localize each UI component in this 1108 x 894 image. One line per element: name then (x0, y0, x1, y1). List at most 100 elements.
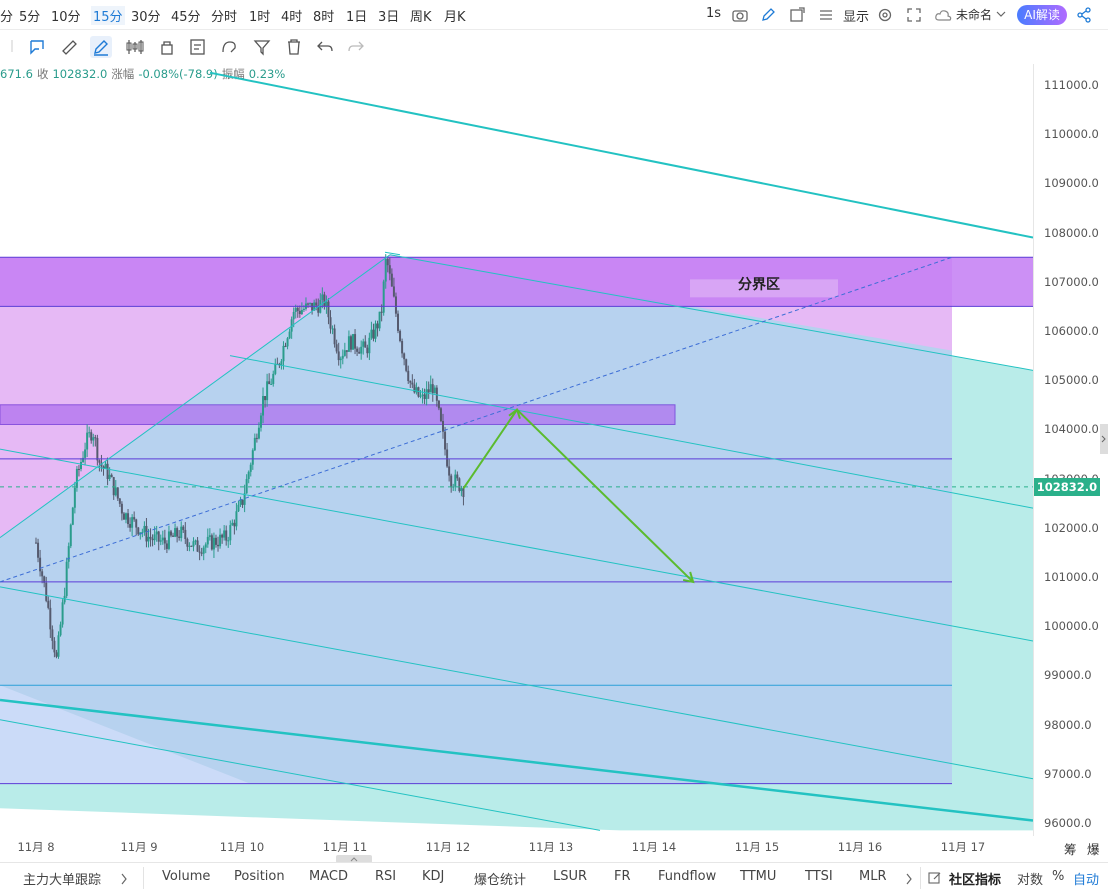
candle-body (84, 449, 87, 458)
community-indicators[interactable]: 社区指标 (949, 873, 1002, 888)
candle-body (370, 329, 373, 338)
timeframe-5[interactable]: 45分 (171, 10, 201, 25)
candle-body (153, 534, 156, 541)
x-axis[interactable]: 11月 8 11月 9 11月 10 11月 11 11月 12 11月 13 11月 14… (0, 836, 1033, 858)
timeframe-9[interactable]: 8时 (313, 10, 335, 25)
chevron-down-icon[interactable] (996, 11, 1006, 19)
candle-body (329, 317, 332, 329)
candle-body (421, 394, 424, 396)
magnet-icon[interactable] (220, 38, 238, 56)
timeframe-2[interactable]: 10分 (51, 10, 81, 25)
drag-handle-icon[interactable] (336, 855, 372, 863)
share-icon[interactable] (1076, 7, 1092, 23)
timeframe-11[interactable]: 3日 (378, 10, 400, 25)
candle-body (176, 528, 179, 537)
indicator-macd[interactable]: MACD (309, 869, 348, 884)
redo-icon[interactable] (347, 38, 365, 56)
candle-body (47, 600, 50, 608)
window-icon[interactable] (789, 7, 805, 23)
chevron-right-icon[interactable] (120, 873, 128, 885)
indicator-ttmu[interactable]: TTMU (740, 869, 777, 884)
ruler-icon[interactable] (60, 38, 78, 56)
candle-body (364, 341, 367, 348)
timeframe-6[interactable]: 分时 (211, 10, 238, 25)
pen-icon[interactable] (760, 7, 776, 23)
indicator-mlr[interactable]: MLR (859, 869, 887, 884)
timeframe-10[interactable]: 1日 (346, 10, 368, 25)
xaxis-right-1[interactable]: 筹 (1064, 842, 1077, 857)
candle-body (423, 394, 426, 400)
price-chart[interactable]: 分界区 (0, 64, 1033, 836)
y-tick: 100000.0 (1044, 619, 1099, 634)
timeframe-3[interactable]: 15分 (91, 6, 125, 25)
candle-body (65, 561, 68, 596)
indicator-ttsi[interactable]: TTSI (805, 869, 833, 884)
candle-body (456, 474, 459, 479)
select-tool-icon[interactable] (28, 38, 46, 56)
timeframe-0[interactable]: 分 (0, 10, 14, 25)
candle-body (397, 313, 400, 331)
candle-body (90, 432, 93, 441)
candle-body (210, 535, 213, 550)
indicator-lsur[interactable]: LSUR (553, 869, 588, 884)
candle-body (413, 384, 416, 393)
timeframe-4[interactable]: 30分 (131, 10, 161, 25)
candle-body (401, 341, 404, 354)
candle-body (321, 294, 324, 300)
current-price-tag: 102832.0 (1034, 478, 1100, 496)
filter-icon[interactable] (253, 38, 271, 56)
indicator-kdj[interactable]: KDJ (422, 869, 445, 884)
trendline (209, 71, 1033, 239)
y-tick: 99000.0 (1044, 668, 1092, 683)
candle-body (53, 640, 56, 653)
timeframe-12[interactable]: 周K (410, 10, 432, 25)
indicator-position[interactable]: Position (234, 869, 285, 884)
indicator-fr[interactable]: FR (614, 869, 631, 884)
list-icon[interactable] (818, 8, 834, 22)
display-menu[interactable]: 显示 (843, 10, 870, 25)
candle-body (341, 355, 344, 359)
candle-body (376, 323, 379, 329)
indicator-liquidation[interactable]: 爆仓统计 (474, 873, 527, 888)
log-scale-toggle[interactable]: 对数 (1017, 873, 1044, 888)
brush-tool-icon[interactable] (90, 36, 112, 58)
fullscreen-icon[interactable] (906, 7, 922, 23)
percent-scale-toggle[interactable]: % (1052, 869, 1065, 884)
close-label: 收 (36, 67, 49, 81)
interval-button[interactable]: 1s (706, 6, 722, 21)
timeframe-13[interactable]: 月K (444, 10, 466, 25)
collapse-handle-icon[interactable] (1100, 424, 1108, 454)
zone-label: 分界区 (738, 277, 780, 293)
candle-body (345, 350, 348, 352)
timeframe-8[interactable]: 4时 (281, 10, 303, 25)
x-tick: 11月 14 (631, 840, 677, 854)
indicator-rsi[interactable]: RSI (375, 869, 397, 884)
y-axis[interactable]: 111000.0 110000.0 109000.0 108000.0 107000.0… (1033, 64, 1108, 836)
undo-icon[interactable] (316, 38, 334, 56)
layout-name[interactable]: 未命名 (956, 8, 993, 22)
indicator-volume[interactable]: Volume (162, 869, 211, 884)
timeframe-1[interactable]: 5分 (19, 10, 41, 25)
chevron-right-icon[interactable] (905, 873, 913, 885)
lock-icon[interactable] (158, 38, 176, 56)
candle-body (448, 466, 451, 476)
candle-body (394, 296, 397, 314)
candles-icon[interactable] (125, 38, 145, 56)
candle-body (343, 350, 346, 356)
boundary-zone (0, 257, 1033, 307)
trash-icon[interactable] (285, 38, 303, 56)
ai-interpret-button[interactable]: AI解读 (1017, 5, 1067, 25)
camera-icon[interactable] (732, 8, 748, 22)
candle-body (429, 384, 432, 393)
auto-scale-toggle[interactable]: 自动 (1073, 873, 1100, 888)
timeframe-7[interactable]: 1时 (249, 10, 271, 25)
change-label: 涨幅 (111, 67, 135, 81)
indicator-main-force[interactable]: 主力大单跟踪 (23, 873, 102, 888)
candle-body (94, 437, 97, 439)
candle-body (280, 361, 283, 366)
note-icon[interactable] (189, 38, 207, 56)
settings-icon[interactable] (877, 7, 893, 23)
xaxis-right-2[interactable]: 爆 (1087, 842, 1100, 857)
indicator-fundflow[interactable]: Fundflow (658, 869, 717, 884)
edit-icon[interactable] (928, 871, 942, 885)
